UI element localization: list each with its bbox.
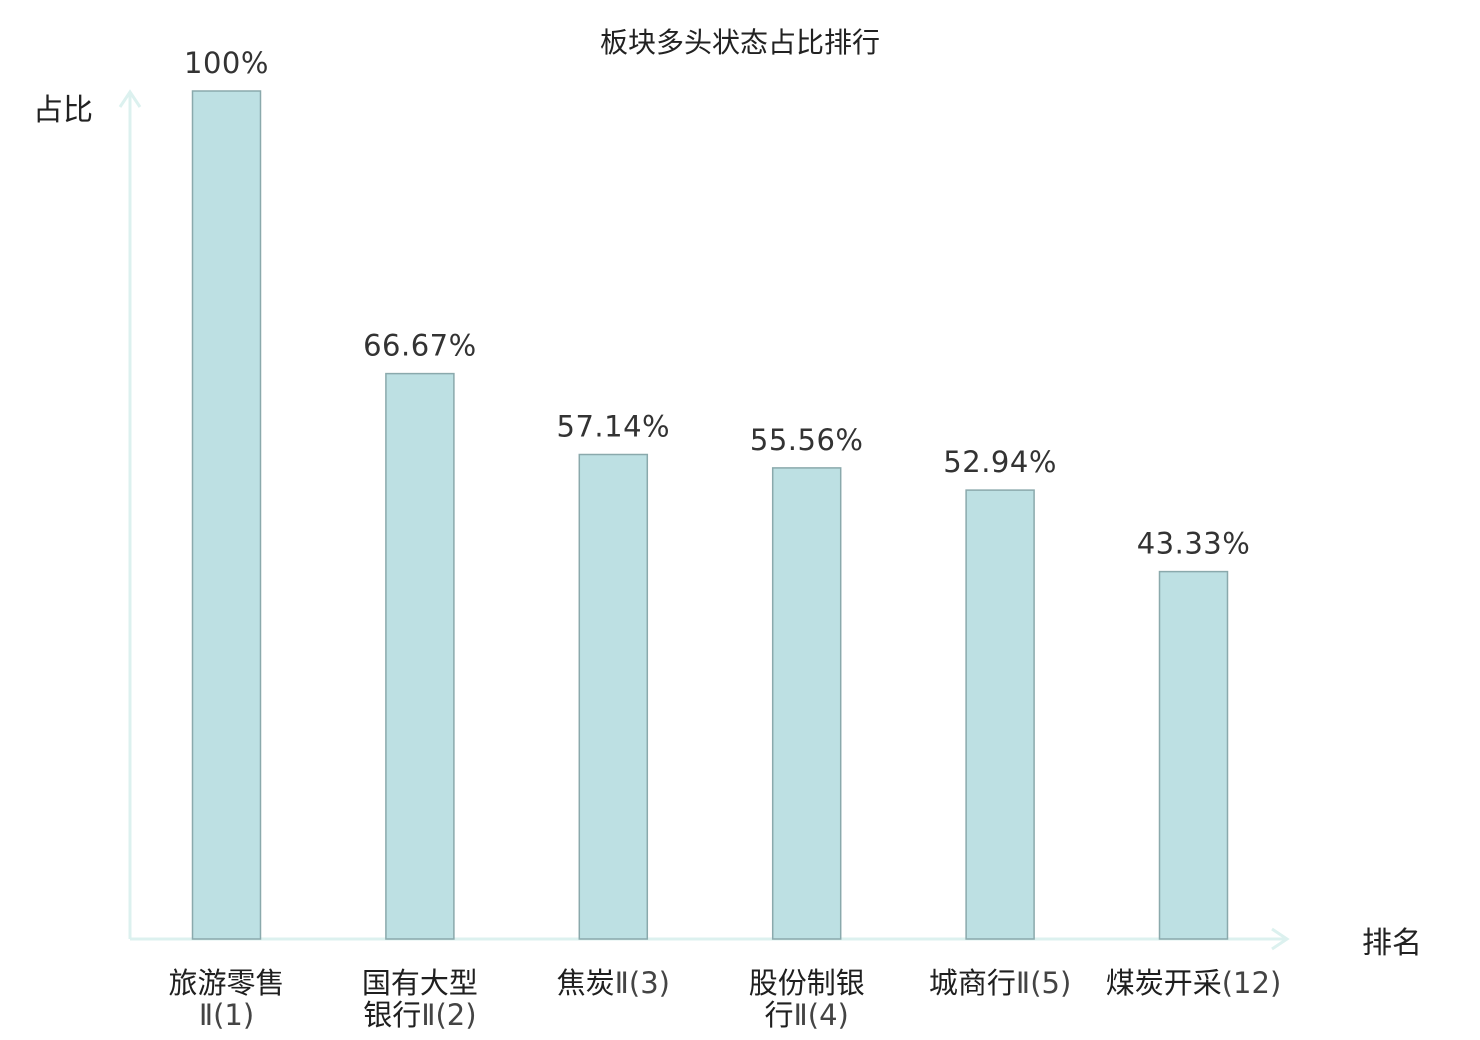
chart-title: 板块多头状态占比排行: [600, 26, 880, 59]
category-label-1-line-2: Ⅱ(1): [199, 998, 254, 1032]
category-label-5-line-1: 城商行Ⅱ(5): [929, 966, 1071, 1000]
category-name: 煤炭开采: [1106, 966, 1222, 1000]
category-label-1-line-1: 旅游零售: [168, 966, 284, 1000]
category-label-4-line-2: 行Ⅱ(4): [765, 998, 849, 1032]
bar-5: [965, 489, 1035, 940]
bars-group: [191, 90, 1229, 940]
category-rank: (12): [1222, 966, 1282, 1000]
category-label-2-line-2: 银行Ⅱ(2): [363, 998, 476, 1032]
bar-6: [1158, 570, 1229, 940]
x-axis-arrow: [1271, 927, 1290, 951]
value-labels-group: 100% 66.67% 57.14% 55.56% 52.94% 43.33%: [184, 46, 1250, 561]
category-label-3-line-1: 焦炭Ⅱ(3): [557, 966, 670, 1000]
category-name: 焦炭: [557, 966, 615, 1000]
category-label-6-line-1: 煤炭开采(12): [1106, 966, 1282, 1000]
x-axis-title: 排名: [1362, 926, 1422, 961]
bar-1: [191, 90, 262, 940]
category-label-4-line-1: 股份制银: [749, 966, 865, 1000]
value-label-6: 43.33%: [1137, 527, 1251, 561]
axes: [118, 89, 1290, 951]
category-name: 股份制银: [749, 966, 865, 1000]
category-name: 城商行: [929, 966, 1016, 1000]
bar-4: [771, 467, 842, 940]
y-axis-arrow: [118, 89, 142, 108]
value-label-4: 55.56%: [750, 423, 864, 457]
category-name: 旅游零售: [168, 966, 284, 1000]
category-rank: Ⅱ(1): [199, 998, 254, 1032]
category-name: 国有大型: [362, 966, 478, 1000]
category-rank: Ⅱ(4): [794, 998, 849, 1032]
category-rank: Ⅱ(2): [421, 998, 476, 1032]
value-label-2: 66.67%: [363, 329, 477, 363]
bar-2: [385, 372, 455, 940]
category-name: 银行: [363, 998, 421, 1032]
value-label-3: 57.14%: [557, 410, 671, 444]
value-label-1: 100%: [184, 46, 269, 80]
bar-3: [578, 453, 649, 940]
category-label-2-line-1: 国有大型: [362, 966, 478, 1000]
category-name: 行: [765, 998, 794, 1032]
category-rank: Ⅱ(5): [1016, 966, 1071, 1000]
y-axis-title: 占比: [33, 93, 93, 128]
category-rank: Ⅱ(3): [615, 966, 670, 1000]
value-label-5: 52.94%: [943, 445, 1057, 479]
